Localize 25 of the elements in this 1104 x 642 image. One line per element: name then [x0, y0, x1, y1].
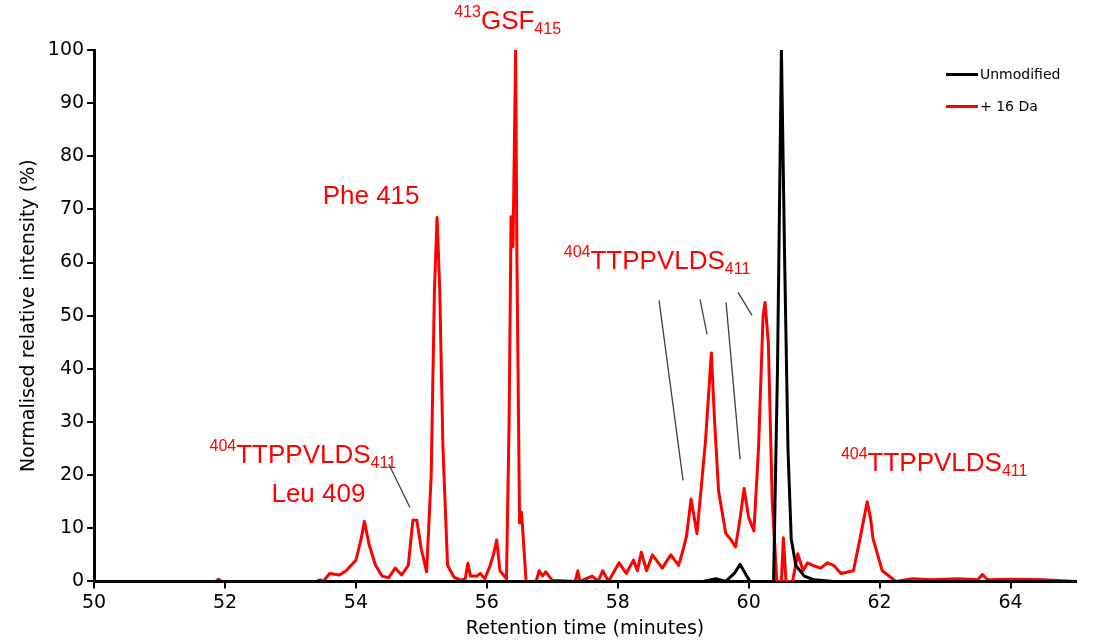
x-tick-label: 58 — [605, 589, 630, 612]
y-tick-label: 100 — [47, 36, 85, 59]
annotation: Phe 415 — [322, 180, 420, 211]
y-tick-label: 60 — [59, 249, 85, 272]
y-tick-label: 30 — [59, 408, 85, 431]
x-tick-label: 60 — [736, 589, 761, 612]
y-axis-title: Normalised relative intensity (%) — [16, 159, 39, 473]
x-tick-label: 52 — [212, 589, 238, 612]
x-axis-title: Retention time (minutes) — [465, 615, 705, 638]
y-tick-label: 90 — [59, 90, 85, 113]
x-tick-label: 50 — [81, 589, 107, 612]
x-tick-label: 62 — [867, 589, 892, 612]
annotation: Leu 409 — [271, 478, 366, 509]
y-tick-label: 10 — [59, 515, 85, 538]
y-tick-label: 70 — [59, 196, 85, 219]
y-tick-label: 0 — [71, 568, 85, 591]
legend-label: Unmodified — [980, 66, 1061, 82]
y-tick-label: 20 — [59, 462, 85, 485]
x-tick-label: 54 — [343, 589, 369, 612]
legend-label: + 16 Da — [980, 98, 1038, 114]
y-tick-label: 80 — [59, 143, 85, 166]
y-tick-label: 40 — [59, 355, 85, 378]
y-tick-label: 50 — [59, 302, 85, 325]
x-tick-label: 56 — [474, 589, 499, 612]
x-tick-label: 64 — [998, 589, 1023, 612]
